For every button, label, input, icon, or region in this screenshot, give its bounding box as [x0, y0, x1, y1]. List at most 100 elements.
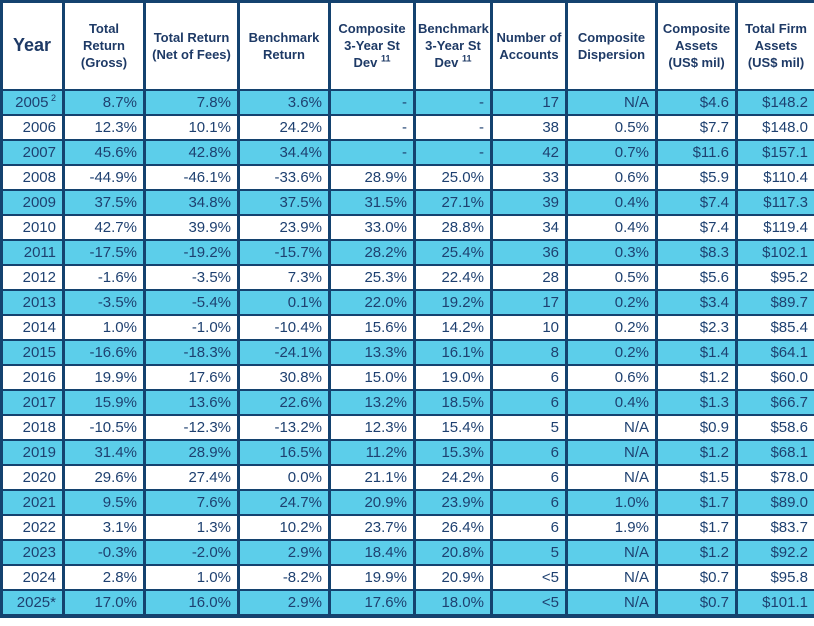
cell-benchmark-return: 10.2%: [237, 513, 331, 541]
cell-total-firm-assets: $157.1: [735, 138, 814, 166]
cell-benchmark-return: -15.7%: [237, 238, 331, 266]
cell-year: 2016: [0, 363, 65, 391]
cell-total-firm-assets: $85.4: [735, 313, 814, 341]
cell-benchmark-3yr-st-dev: 23.9%: [413, 488, 493, 516]
cell-total-return-net: -12.3%: [143, 413, 240, 441]
cell-year: 2008: [0, 163, 65, 191]
cell-composite-assets: $1.7: [655, 513, 738, 541]
cell-number-of-accounts: 28: [490, 263, 568, 291]
cell-year: 2005 2: [0, 88, 65, 116]
cell-number-of-accounts: 6: [490, 488, 568, 516]
cell-total-return-gross: 3.1%: [62, 513, 146, 541]
cell-composite-3yr-st-dev: 28.2%: [328, 238, 416, 266]
cell-total-return-net: -5.4%: [143, 288, 240, 316]
cell-total-firm-assets: $110.4: [735, 163, 814, 191]
cell-total-firm-assets: $95.8: [735, 563, 814, 591]
table-row: 2018 -10.5% -12.3% -13.2% 12.3% 15.4% 5 N/A $0.9…: [0, 413, 814, 441]
cell-year: 2020: [0, 463, 65, 491]
cell-benchmark-3yr-st-dev: 18.0%: [413, 588, 493, 617]
cell-composite-3yr-st-dev: 25.3%: [328, 263, 416, 291]
cell-total-return-gross: 2.8%: [62, 563, 146, 591]
cell-benchmark-return: 37.5%: [237, 188, 331, 216]
header-row: Year Total Return (Gross) Total Return (Net o…: [0, 0, 814, 91]
cell-total-return-gross: 8.7%: [62, 88, 146, 116]
cell-year: 2015: [0, 338, 65, 366]
cell-total-firm-assets: $117.3: [735, 188, 814, 216]
table-row: 2008 -44.9% -46.1% -33.6% 28.9% 25.0% 33 0.6% $5…: [0, 163, 814, 191]
cell-total-firm-assets: $92.2: [735, 538, 814, 566]
cell-year: 2021: [0, 488, 65, 516]
cell-composite-3yr-st-dev: 17.6%: [328, 588, 416, 617]
cell-number-of-accounts: 36: [490, 238, 568, 266]
cell-total-firm-assets: $60.0: [735, 363, 814, 391]
cell-benchmark-3yr-st-dev: 18.5%: [413, 388, 493, 416]
table-row: 2025* 17.0% 16.0% 2.9% 17.6% 18.0% <5 N/A $0.7 $1…: [0, 588, 814, 617]
cell-total-return-net: -2.0%: [143, 538, 240, 566]
cell-total-firm-assets: $68.1: [735, 438, 814, 466]
cell-benchmark-3yr-st-dev: -: [413, 88, 493, 116]
table-row: 2024 2.8% 1.0% -8.2% 19.9% 20.9% <5 N/A $0.7 $95.…: [0, 563, 814, 591]
cell-total-return-net: 34.8%: [143, 188, 240, 216]
cell-number-of-accounts: 34: [490, 213, 568, 241]
cell-benchmark-return: 3.6%: [237, 88, 331, 116]
cell-composite-assets: $1.2: [655, 538, 738, 566]
cell-total-return-gross: 12.3%: [62, 113, 146, 141]
column-header-total-return-net: Total Return (Net of Fees): [143, 0, 240, 91]
cell-composite-3yr-st-dev: -: [328, 138, 416, 166]
cell-total-return-gross: -10.5%: [62, 413, 146, 441]
cell-year: 2007: [0, 138, 65, 166]
cell-total-return-net: 28.9%: [143, 438, 240, 466]
cell-number-of-accounts: 6: [490, 438, 568, 466]
cell-total-return-net: -3.5%: [143, 263, 240, 291]
cell-composite-dispersion: N/A: [565, 438, 658, 466]
table-row: 2010 42.7% 39.9% 23.9% 33.0% 28.8% 34 0.4% $7.4 $…: [0, 213, 814, 241]
cell-composite-3yr-st-dev: 13.2%: [328, 388, 416, 416]
cell-composite-dispersion: 0.5%: [565, 113, 658, 141]
cell-total-return-net: 42.8%: [143, 138, 240, 166]
cell-benchmark-3yr-st-dev: 27.1%: [413, 188, 493, 216]
cell-total-return-gross: 15.9%: [62, 388, 146, 416]
cell-composite-assets: $5.9: [655, 163, 738, 191]
cell-composite-dispersion: N/A: [565, 538, 658, 566]
cell-composite-assets: $0.7: [655, 588, 738, 617]
cell-composite-assets: $2.3: [655, 313, 738, 341]
cell-total-firm-assets: $119.4: [735, 213, 814, 241]
cell-total-firm-assets: $58.6: [735, 413, 814, 441]
cell-total-return-gross: 29.6%: [62, 463, 146, 491]
cell-year: 2023: [0, 538, 65, 566]
cell-benchmark-return: 34.4%: [237, 138, 331, 166]
cell-composite-3yr-st-dev: -: [328, 113, 416, 141]
cell-total-return-gross: 17.0%: [62, 588, 146, 617]
cell-year: 2025*: [0, 588, 65, 617]
cell-composite-dispersion: 0.4%: [565, 213, 658, 241]
cell-benchmark-return: -8.2%: [237, 563, 331, 591]
cell-number-of-accounts: 17: [490, 88, 568, 116]
cell-composite-assets: $11.6: [655, 138, 738, 166]
cell-benchmark-3yr-st-dev: 19.2%: [413, 288, 493, 316]
table-row: 2007 45.6% 42.8% 34.4% - -42 0.7% $11.6 $157.1: [0, 138, 814, 166]
cell-benchmark-3yr-st-dev: 28.8%: [413, 213, 493, 241]
cell-total-return-gross: -3.5%: [62, 288, 146, 316]
column-header-total-firm-assets: Total Firm Assets (US$ mil): [735, 0, 814, 91]
cell-number-of-accounts: 5: [490, 538, 568, 566]
cell-total-firm-assets: $89.7: [735, 288, 814, 316]
cell-composite-dispersion: 0.4%: [565, 188, 658, 216]
cell-total-return-net: -1.0%: [143, 313, 240, 341]
cell-year: 2013: [0, 288, 65, 316]
cell-total-firm-assets: $102.1: [735, 238, 814, 266]
cell-total-return-net: -19.2%: [143, 238, 240, 266]
cell-year: 2010: [0, 213, 65, 241]
cell-benchmark-3yr-st-dev: 22.4%: [413, 263, 493, 291]
cell-total-return-gross: -0.3%: [62, 538, 146, 566]
column-header-number-of-accounts: Number of Accounts: [490, 0, 568, 91]
cell-composite-assets: $7.4: [655, 213, 738, 241]
cell-composite-dispersion: 0.2%: [565, 313, 658, 341]
cell-total-return-net: -18.3%: [143, 338, 240, 366]
cell-number-of-accounts: 39: [490, 188, 568, 216]
cell-year: 2017: [0, 388, 65, 416]
cell-benchmark-3yr-st-dev: -: [413, 113, 493, 141]
cell-total-firm-assets: $66.7: [735, 388, 814, 416]
cell-composite-3yr-st-dev: 21.1%: [328, 463, 416, 491]
